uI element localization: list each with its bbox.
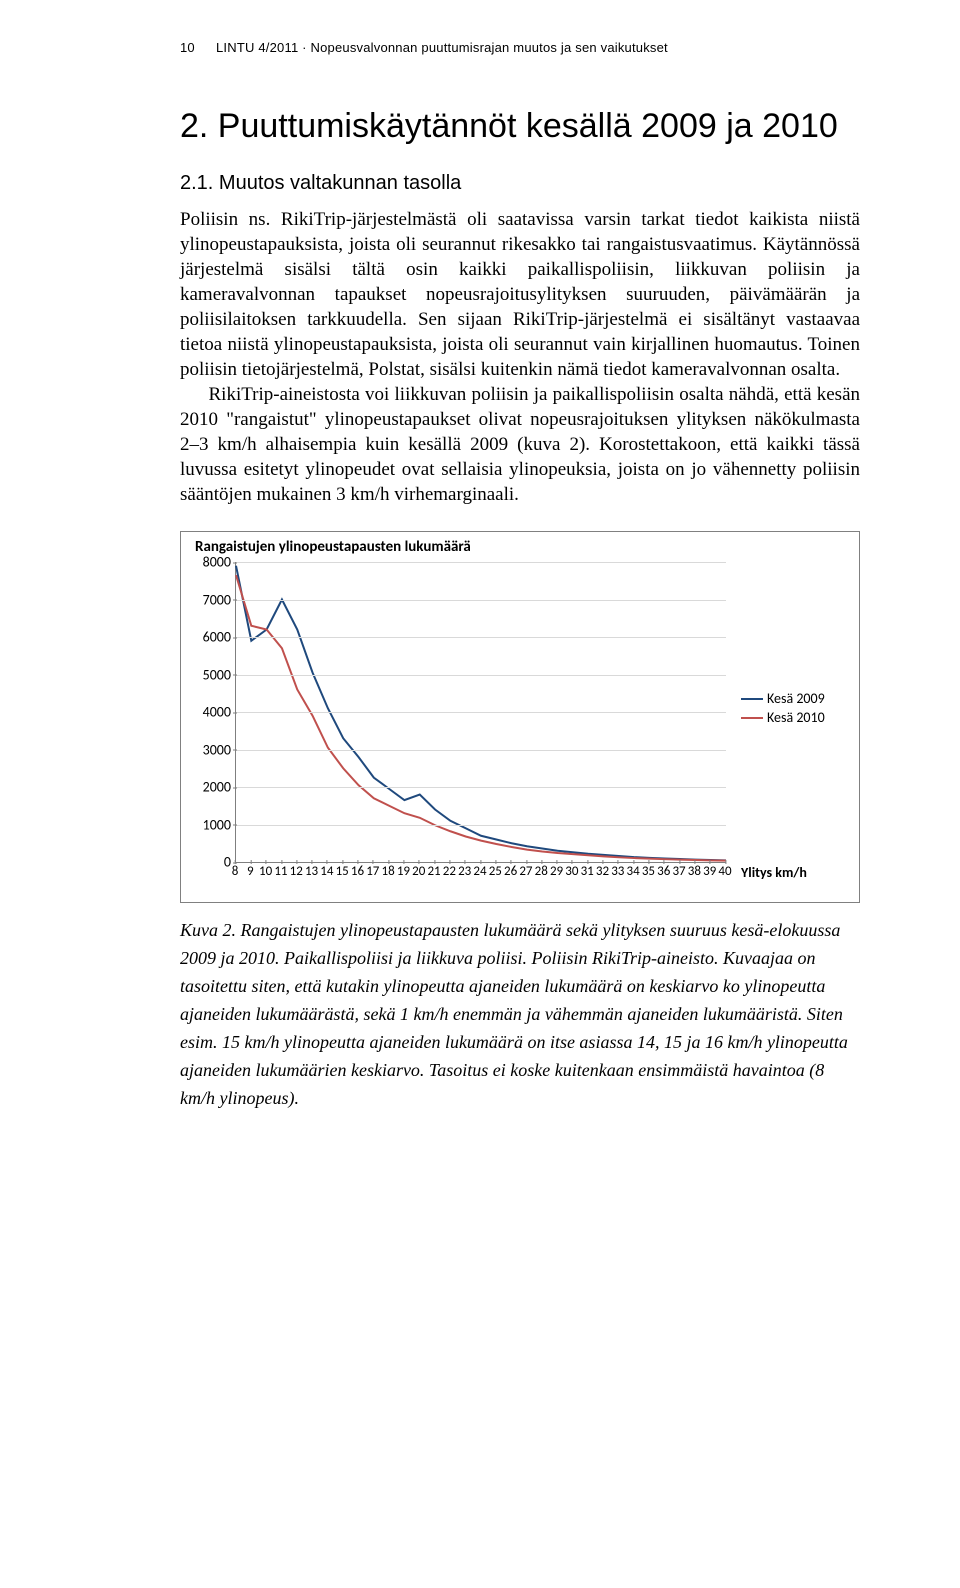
x-tick-label: 23 bbox=[458, 864, 471, 879]
legend-label: Kesä 2009 bbox=[767, 690, 825, 707]
chart-title: Rangaistujen ylinopeustapausten lukumäär… bbox=[195, 538, 851, 556]
subsection-heading: 2.1. Muutos valtakunnan tasolla bbox=[180, 172, 860, 195]
x-tick-label: 15 bbox=[336, 864, 349, 879]
x-tick-label: 28 bbox=[535, 864, 548, 879]
x-tick-label: 20 bbox=[412, 864, 425, 879]
x-tick-label: 34 bbox=[627, 864, 640, 879]
series-line bbox=[236, 576, 726, 861]
x-tick-label: 19 bbox=[397, 864, 410, 879]
x-tick-label: 27 bbox=[519, 864, 532, 879]
y-tick-label: 7000 bbox=[191, 591, 231, 608]
x-tick-label: 22 bbox=[443, 864, 456, 879]
x-tick-label: 32 bbox=[596, 864, 609, 879]
x-tick-label: 25 bbox=[489, 864, 502, 879]
legend: Kesä 2009 Kesä 2010 bbox=[741, 688, 825, 728]
x-tick-label: 31 bbox=[581, 864, 594, 879]
x-axis-label: Ylitys km/h bbox=[741, 864, 807, 881]
x-tick-label: 16 bbox=[351, 864, 364, 879]
legend-swatch bbox=[741, 698, 763, 700]
y-tick-label: 0 bbox=[191, 854, 231, 871]
legend-label: Kesä 2010 bbox=[767, 709, 825, 726]
x-tick-label: 17 bbox=[366, 864, 379, 879]
plot-area bbox=[235, 562, 726, 863]
x-tick-label: 33 bbox=[611, 864, 624, 879]
x-tick-label: 10 bbox=[259, 864, 272, 879]
y-tick-label: 1000 bbox=[191, 816, 231, 833]
x-tick-label: 9 bbox=[247, 864, 254, 879]
figure: Rangaistujen ylinopeustapausten lukumäär… bbox=[180, 531, 860, 903]
x-tick-label: 14 bbox=[320, 864, 333, 879]
running-title: LINTU 4/2011 · Nopeusvalvonnan puuttumis… bbox=[216, 40, 668, 55]
y-tick-label: 2000 bbox=[191, 779, 231, 796]
page-number: 10 bbox=[180, 40, 216, 55]
x-tick-label: 8 bbox=[232, 864, 239, 879]
x-tick-label: 12 bbox=[290, 864, 303, 879]
x-tick-label: 24 bbox=[473, 864, 486, 879]
x-tick-label: 37 bbox=[672, 864, 685, 879]
x-tick-label: 29 bbox=[550, 864, 563, 879]
x-tick-label: 18 bbox=[382, 864, 395, 879]
running-header: 10 LINTU 4/2011 · Nopeusvalvonnan puuttu… bbox=[180, 40, 860, 55]
x-tick-label: 30 bbox=[565, 864, 578, 879]
x-tick-label: 13 bbox=[305, 864, 318, 879]
legend-item: Kesä 2009 bbox=[741, 690, 825, 707]
x-tick-label: 36 bbox=[657, 864, 670, 879]
x-tick-label: 35 bbox=[642, 864, 655, 879]
figure-caption: Kuva 2. Rangaistujen ylinopeustapausten … bbox=[180, 917, 860, 1112]
x-tick-label: 26 bbox=[504, 864, 517, 879]
x-tick-label: 39 bbox=[703, 864, 716, 879]
x-tick-label: 38 bbox=[688, 864, 701, 879]
paragraph-1: Poliisin ns. RikiTrip-järjestelmästä oli… bbox=[180, 207, 860, 383]
x-tick-label: 11 bbox=[274, 864, 287, 879]
section-heading: 2. Puuttumiskäytännöt kesällä 2009 ja 20… bbox=[180, 105, 860, 148]
page: 10 LINTU 4/2011 · Nopeusvalvonnan puuttu… bbox=[0, 0, 960, 1163]
y-tick-label: 5000 bbox=[191, 666, 231, 683]
legend-item: Kesä 2010 bbox=[741, 709, 825, 726]
y-tick-label: 8000 bbox=[191, 554, 231, 571]
body-text: Poliisin ns. RikiTrip-järjestelmästä oli… bbox=[180, 207, 860, 508]
x-tick-label: 21 bbox=[427, 864, 440, 879]
series-line bbox=[236, 566, 726, 861]
legend-swatch bbox=[741, 717, 763, 719]
paragraph-2: RikiTrip-aineistosta voi liikkuvan polii… bbox=[180, 382, 860, 507]
x-tick-label: 40 bbox=[718, 864, 731, 879]
y-tick-label: 6000 bbox=[191, 629, 231, 646]
y-tick-label: 3000 bbox=[191, 741, 231, 758]
y-tick-label: 4000 bbox=[191, 704, 231, 721]
line-chart: Kesä 2009 Kesä 2010 Ylitys km/h 0 1000 2000… bbox=[193, 558, 833, 898]
